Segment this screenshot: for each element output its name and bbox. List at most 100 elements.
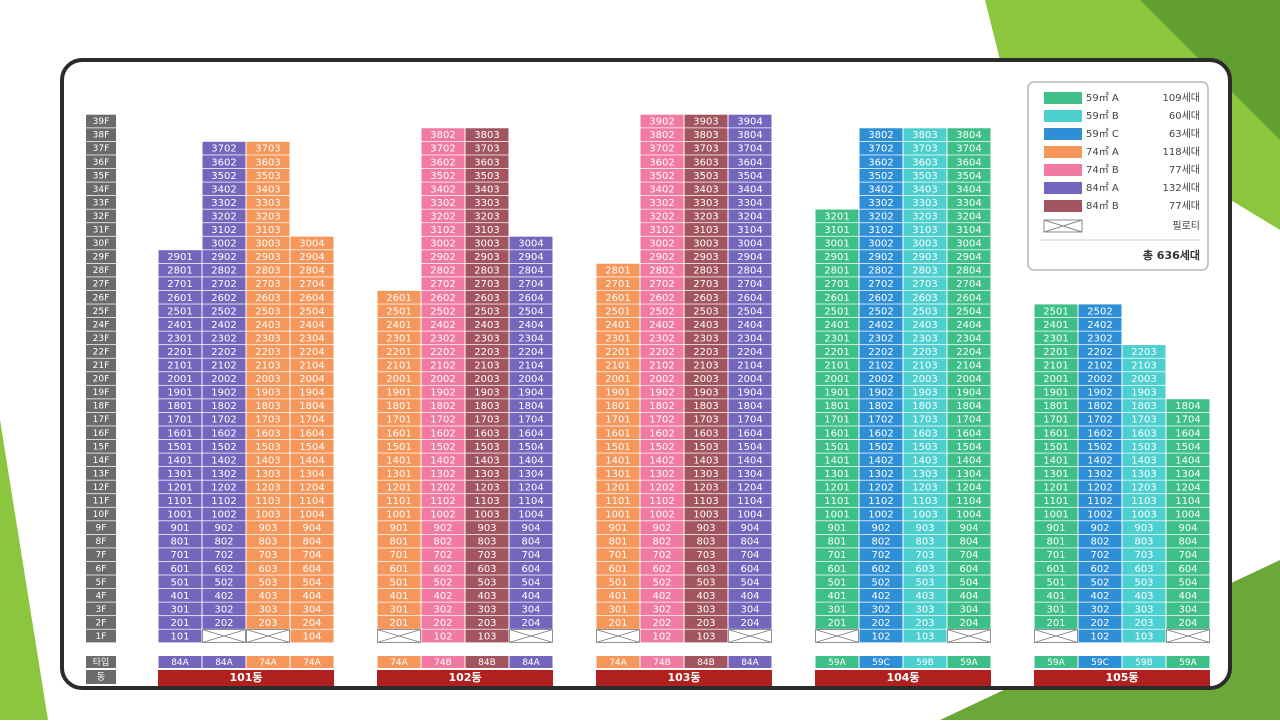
unit-cell <box>1166 494 1210 507</box>
unit-label: 3502 <box>868 171 893 182</box>
unit-label: 2504 <box>737 306 762 317</box>
unit-label: 1901 <box>386 388 411 399</box>
unit-cell <box>377 331 421 345</box>
unit-cell <box>1166 467 1210 480</box>
unit-cell <box>377 480 421 494</box>
unit-cell <box>1122 629 1166 643</box>
unit-label: 1603 <box>693 428 718 439</box>
unit-label: 2401 <box>167 320 192 331</box>
unit-label: 1601 <box>605 428 630 439</box>
unit-cell <box>1034 439 1078 453</box>
unit-label: 1503 <box>912 442 937 453</box>
unit-cell <box>465 561 509 575</box>
unit-cell <box>1078 372 1122 385</box>
unit-cell <box>1122 588 1166 602</box>
unit-cell <box>859 236 903 250</box>
unit-label: 2403 <box>474 320 499 331</box>
unit-label: 3803 <box>912 130 937 141</box>
unit-cell <box>290 453 334 467</box>
unit-label: 2803 <box>474 266 499 277</box>
unit-cell <box>640 480 684 494</box>
floor-cell <box>86 494 116 507</box>
unit-cell <box>728 223 772 236</box>
unit-cell <box>421 575 465 589</box>
unit-label: 1702 <box>868 415 893 426</box>
unit-cell <box>246 467 290 480</box>
floor-label: 21F <box>93 361 110 371</box>
legend-label: 74㎡ A <box>1086 146 1119 158</box>
unit-cell <box>1122 439 1166 453</box>
unit-label: 1803 <box>693 401 718 412</box>
unit-cell <box>596 358 640 372</box>
floor-cell <box>86 480 116 494</box>
unit-cell <box>684 372 728 385</box>
unit-label: 102 <box>871 632 890 643</box>
type-cell <box>684 656 728 668</box>
unit-cell <box>202 155 246 169</box>
unit-cell <box>947 263 991 277</box>
unit-cell <box>421 236 465 250</box>
unit-label: 2401 <box>386 320 411 331</box>
unit-label: 1901 <box>824 388 849 399</box>
unit-label: 1401 <box>1043 455 1068 466</box>
unit-cell <box>728 453 772 467</box>
unit-cell <box>903 223 947 236</box>
unit-cell <box>202 223 246 236</box>
unit-label: 3702 <box>430 144 455 155</box>
unit-label: 1102 <box>868 496 893 507</box>
unit-label: 3302 <box>649 198 674 209</box>
unit-cell <box>815 453 859 467</box>
unit-cell <box>903 494 947 507</box>
unit-cell <box>246 209 290 223</box>
unit-label: 2802 <box>211 266 236 277</box>
unit-label: 3002 <box>868 239 893 250</box>
unit-label: 201 <box>827 618 846 629</box>
unit-label: 401 <box>608 591 627 602</box>
type-cell <box>158 656 202 668</box>
type-label: 59A <box>828 658 846 668</box>
unit-label: 1104 <box>1175 496 1200 507</box>
unit-label: 1702 <box>649 415 674 426</box>
unit-label: 404 <box>1178 591 1197 602</box>
unit-cell <box>903 168 947 182</box>
unit-cell <box>202 575 246 589</box>
unit-cell <box>728 304 772 318</box>
unit-cell <box>158 575 202 589</box>
unit-label: 702 <box>214 550 233 561</box>
unit-label: 1704 <box>518 415 543 426</box>
unit-label: 2504 <box>518 306 543 317</box>
unit-cell <box>684 358 728 372</box>
unit-cell <box>640 372 684 385</box>
floor-cell <box>86 114 116 128</box>
unit-cell <box>158 290 202 304</box>
unit-label: 2001 <box>1043 374 1068 385</box>
unit-cell <box>465 141 509 155</box>
unit-label: 2702 <box>430 279 455 290</box>
unit-cell <box>465 345 509 358</box>
unit-cell <box>1034 412 1078 426</box>
unit-cell <box>290 304 334 318</box>
unit-cell <box>640 534 684 548</box>
unit-cell <box>684 290 728 304</box>
piloti-x <box>202 629 246 643</box>
unit-cell <box>1122 412 1166 426</box>
unit-label: 1103 <box>1131 496 1156 507</box>
unit-label: 2301 <box>605 333 630 344</box>
unit-label: 2003 <box>1131 374 1156 385</box>
unit-label: 2404 <box>518 320 543 331</box>
unit-label: 1002 <box>211 510 236 521</box>
unit-label: 2703 <box>912 279 937 290</box>
unit-cell <box>158 358 202 372</box>
unit-label: 301 <box>608 604 627 615</box>
unit-cell <box>596 290 640 304</box>
unit-label: 2402 <box>211 320 236 331</box>
unit-cell <box>684 426 728 440</box>
unit-cell <box>509 507 553 521</box>
unit-cell <box>202 548 246 562</box>
unit-label: 1604 <box>518 428 543 439</box>
unit-label: 3003 <box>255 239 280 250</box>
unit-label: 903 <box>258 523 277 534</box>
unit-label: 2303 <box>912 333 937 344</box>
unit-cell <box>465 575 509 589</box>
unit-label: 2304 <box>299 333 324 344</box>
